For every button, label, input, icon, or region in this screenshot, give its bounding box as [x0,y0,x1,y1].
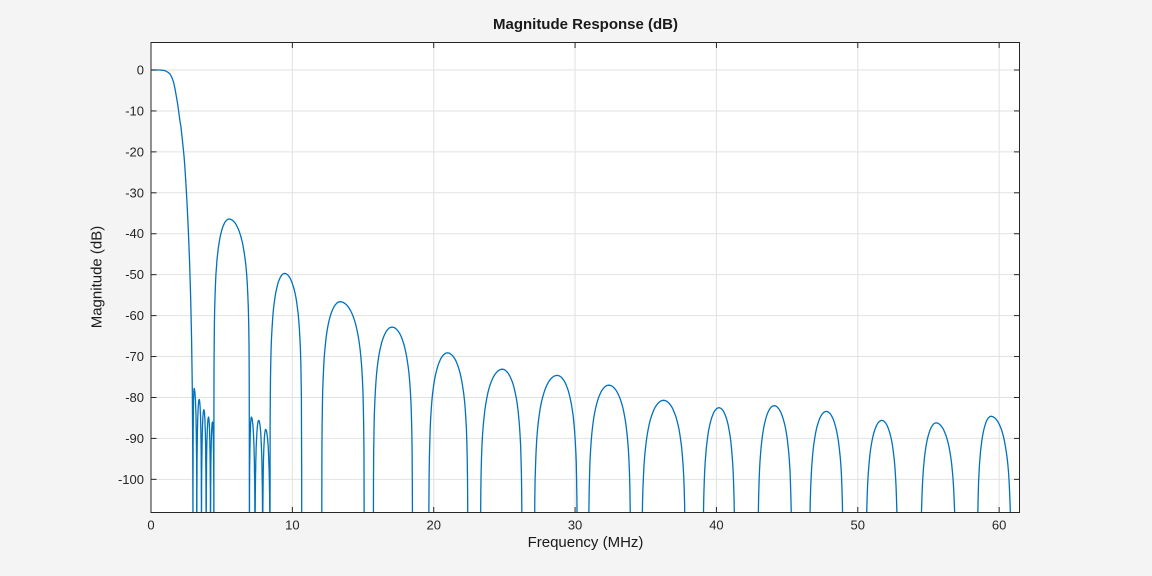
x-tick-label: 40 [709,518,723,533]
x-tick-label: 20 [426,518,440,533]
y-tick-label: -20 [125,144,144,159]
plot-area [151,42,1020,513]
y-tick-label: -90 [125,431,144,446]
chart-title: Magnitude Response (dB) [492,16,678,33]
x-axis-label: Frequency (MHz) [527,534,644,551]
y-tick-label: -10 [125,103,144,118]
y-tick-label: -30 [125,185,144,200]
y-tick-label: -40 [125,226,144,241]
response-curve [151,69,1011,513]
y-tick-label: -50 [125,267,144,282]
x-tick-label: 60 [992,518,1006,533]
x-tick-label: 30 [568,518,582,533]
x-tick-label: 10 [285,518,299,533]
y-tick-label: -80 [125,390,144,405]
y-tick-label: -100 [118,472,144,487]
y-tick-label: 0 [137,63,144,78]
axes-box [150,42,1020,513]
x-tick-label: 50 [851,518,865,533]
x-tick-label: 0 [147,518,154,533]
y-tick-label: -70 [125,349,144,364]
y-tick-label: -60 [125,308,144,323]
y-axis-label: Magnitude (dB) [88,225,106,329]
